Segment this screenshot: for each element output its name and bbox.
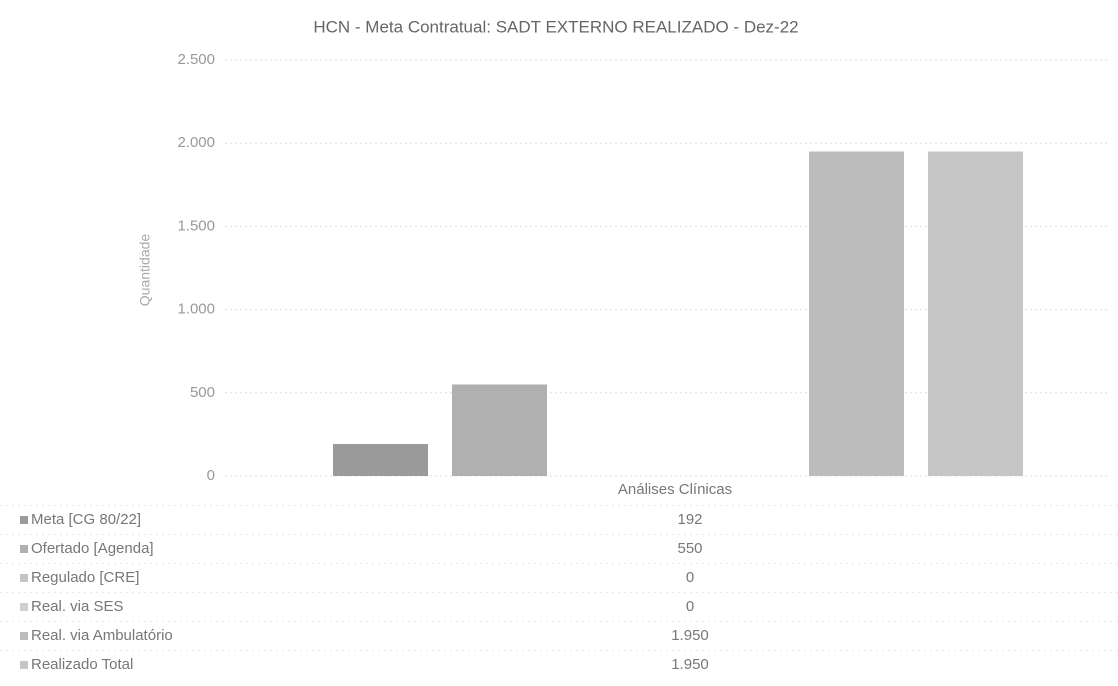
- legend-label: Meta [CG 80/22]: [31, 511, 141, 528]
- bar: [333, 444, 428, 476]
- legend-swatch: [20, 632, 28, 640]
- legend-label: Realizado Total: [31, 656, 133, 673]
- bar: [452, 384, 547, 476]
- legend-swatch: [20, 661, 28, 669]
- bar: [928, 151, 1023, 476]
- legend-swatch: [20, 516, 28, 524]
- legend-label: Ofertado [Agenda]: [31, 540, 154, 557]
- y-tick-label: 1.500: [177, 217, 215, 234]
- y-tick-label: 2.000: [177, 134, 215, 151]
- bar: [809, 151, 904, 476]
- legend-label: Real. via SES: [31, 598, 124, 615]
- x-tick-label: Análises Clínicas: [618, 481, 732, 498]
- legend-swatch: [20, 545, 28, 553]
- chart-title: HCN - Meta Contratual: SADT EXTERNO REAL…: [313, 17, 798, 36]
- table-value: 0: [686, 598, 694, 615]
- table-value: 1.950: [671, 627, 709, 644]
- table-value: 1.950: [671, 656, 709, 673]
- legend-label: Regulado [CRE]: [31, 569, 139, 586]
- legend-swatch: [20, 574, 28, 582]
- legend-label: Real. via Ambulatório: [31, 627, 173, 644]
- table-value: 0: [686, 569, 694, 586]
- legend-swatch: [20, 603, 28, 611]
- y-axis-label: Quantidade: [137, 234, 153, 307]
- y-tick-label: 1.000: [177, 301, 215, 318]
- y-tick-label: 500: [190, 384, 215, 401]
- table-value: 192: [677, 511, 702, 528]
- table-value: 550: [677, 540, 702, 557]
- y-tick-label: 0: [207, 467, 215, 484]
- y-tick-label: 2.500: [177, 51, 215, 68]
